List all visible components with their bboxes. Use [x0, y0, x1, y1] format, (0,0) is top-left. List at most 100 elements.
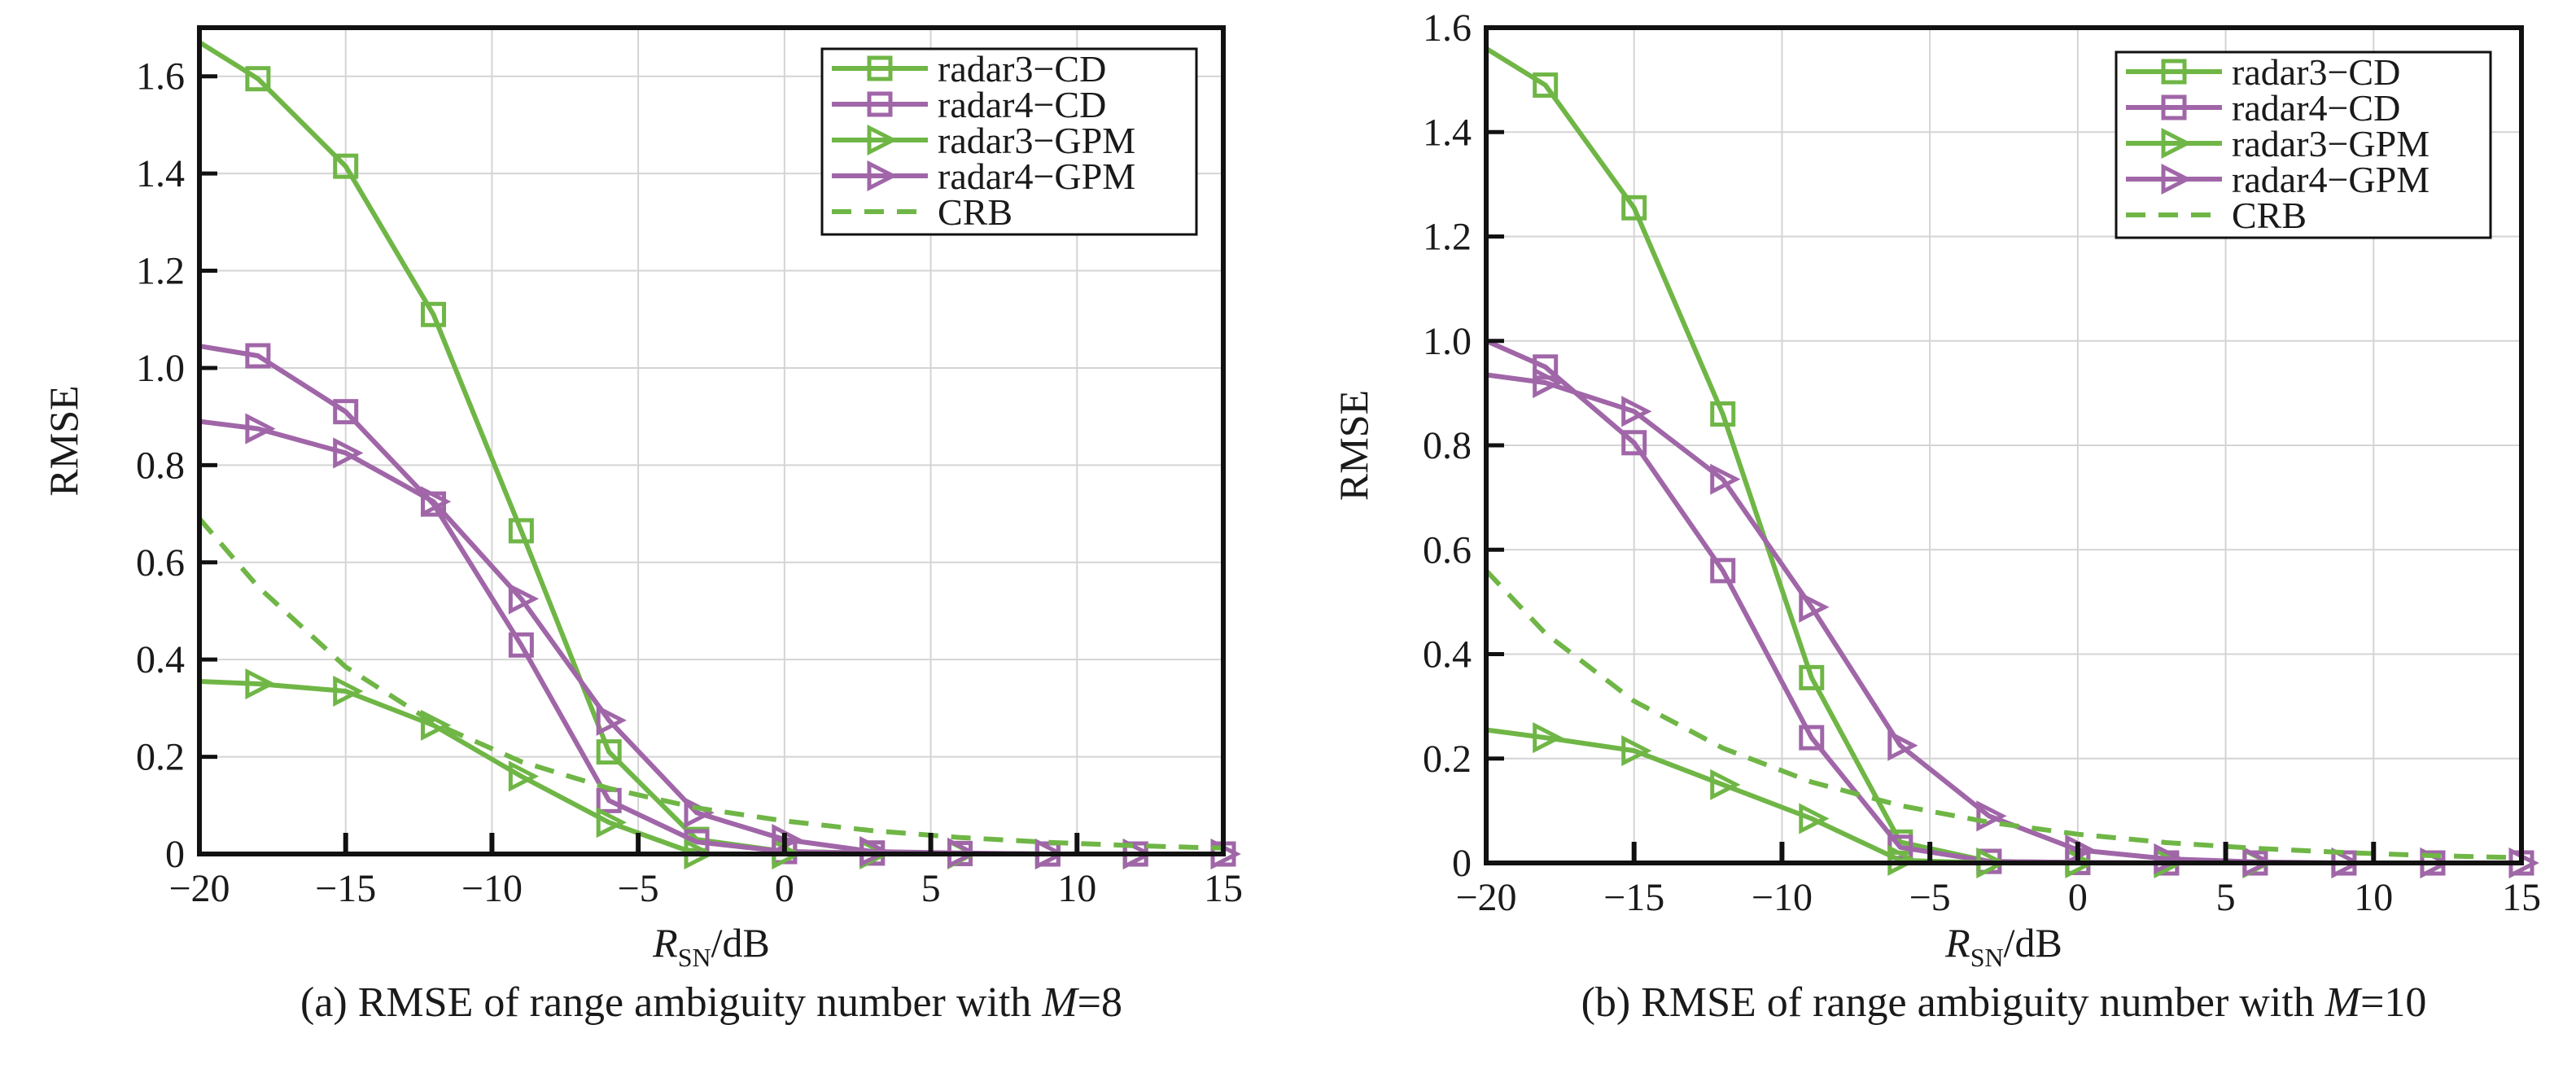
data-point: [421, 301, 447, 327]
data-point: [1533, 367, 1564, 399]
caption-eq: =10: [2360, 979, 2426, 1026]
data-point: [1710, 401, 1736, 427]
legend: radar3−CDradar4−CDradar3−GPMradar4−GPMCR…: [2115, 50, 2492, 239]
legend-label-2: radar3−GPM: [2232, 123, 2429, 164]
y-axis-label: RMSE: [41, 385, 86, 496]
y-tick-label: 1.0: [136, 347, 185, 390]
legend-marker-0: [2161, 59, 2187, 85]
data-point: [1710, 463, 1741, 495]
x-tick-label: −15: [315, 867, 376, 910]
y-tick-label: 0.8: [136, 444, 185, 487]
x-tick-label: 10: [2354, 876, 2393, 919]
y-tick-label: 0.8: [1423, 424, 1472, 467]
legend-marker-2: [867, 124, 898, 156]
caption-text: (a) RMSE of range ambiguity number with: [300, 979, 1042, 1026]
x-tick-label: −15: [1603, 876, 1664, 919]
series-line-4: [1484, 568, 2522, 861]
data-point: [1621, 396, 1652, 427]
series-line-3: [1485, 372, 2521, 865]
legend-label-1: radar4−CD: [2232, 87, 2400, 129]
data-point: [1621, 195, 1647, 221]
data-point: [596, 739, 622, 765]
data-point: [1533, 722, 1564, 754]
data-point: [1887, 729, 1918, 761]
legend-marker-2: [2161, 127, 2192, 160]
legend-marker-1: [867, 91, 893, 117]
plot-frame: [197, 25, 1226, 856]
legend-marker-1: [2161, 94, 2187, 120]
y-tick-label: 0.4: [136, 638, 185, 681]
legend-label-0: radar3−CD: [2232, 51, 2400, 93]
data-point: [421, 709, 452, 741]
y-tick-label: 1.6: [136, 55, 185, 99]
x-axis-label: RSN/dB: [1944, 920, 2062, 972]
data-point: [1799, 664, 1825, 690]
data-point: [245, 668, 276, 700]
x-tick-label: 15: [1204, 867, 1243, 910]
x-tick-label: −5: [1909, 876, 1951, 919]
data-point: [1710, 558, 1736, 584]
data-point: [333, 675, 364, 707]
x-tick-label: −10: [461, 867, 523, 910]
legend-marker-3: [867, 160, 898, 192]
data-point: [245, 66, 271, 92]
x-axis-label-sub: SN: [1970, 943, 2004, 972]
data-point: [596, 704, 627, 736]
x-axis-label: RSN/dB: [652, 920, 770, 972]
data-point: [1887, 844, 1918, 876]
y-tick-label: 1.2: [136, 250, 185, 293]
chart-panel-a: −20 −15 −10 −5 0 5 10 15 0 0.2 0.4 0.6 0.8 1.0 1.2 1.4 1…: [41, 25, 1243, 1026]
data-point: [245, 413, 276, 445]
y-tick-label: 0.2: [136, 736, 185, 779]
legend-marker-3: [2161, 163, 2192, 195]
caption-eq: =8: [1078, 979, 1122, 1026]
y-tick-label: 1.4: [1423, 111, 1472, 154]
legend-label-0: radar3−CD: [938, 48, 1106, 90]
chart-panel-b: −20 −15 −10 −5 0 5 10 15 0 0.2 0.4 0.6 0.8 1.0 1.2 1.4 1…: [1331, 7, 2541, 1026]
data-point: [1799, 725, 1825, 751]
data-point: [1621, 430, 1647, 456]
y-tick-label: 1.6: [1423, 7, 1472, 50]
x-axis-label-unit: /dB: [711, 920, 770, 966]
legend-label-3: radar4−GPM: [2232, 159, 2429, 200]
y-tick-label: 1.4: [136, 152, 185, 195]
series-line-3: [199, 418, 1223, 856]
x-tick-label: 10: [1057, 867, 1096, 910]
caption-var: M: [2325, 979, 2363, 1026]
x-tick-label: 15: [2502, 876, 2541, 919]
legend-label-4: CRB: [938, 191, 1012, 233]
data-point: [1799, 591, 1830, 623]
caption-var: M: [1041, 979, 1079, 1026]
data-point: [1799, 803, 1830, 834]
caption-text: (b) RMSE of range ambiguity number with: [1581, 979, 2325, 1026]
y-tick-label: 0.4: [1423, 633, 1472, 677]
legend-label-2: radar3−GPM: [938, 120, 1135, 161]
legend-label-4: CRB: [2232, 195, 2307, 236]
data-point: [508, 760, 540, 792]
x-tick-label: 5: [921, 867, 941, 910]
data-point: [596, 807, 627, 839]
data-point: [245, 343, 271, 369]
x-tick-label: 5: [2216, 876, 2236, 919]
x-axis-label-var: R: [1944, 920, 1970, 966]
data-point: [1533, 72, 1559, 99]
data-point: [508, 583, 540, 615]
data-point: [333, 153, 359, 179]
x-tick-label: 0: [775, 867, 794, 910]
panel-caption: (a) RMSE of range ambiguity number with …: [300, 979, 1122, 1026]
y-tick-label: 0: [165, 833, 185, 876]
x-axis-label-sub: SN: [678, 943, 711, 972]
data-point: [508, 632, 534, 658]
y-tick-label: 0.2: [1423, 738, 1472, 781]
data-point: [1976, 800, 2007, 832]
x-tick-label: 0: [2068, 876, 2088, 919]
legend: radar3−CDradar4−CDradar3−GPMradar4−GPMCR…: [820, 47, 1198, 236]
y-axis-label: RMSE: [1331, 390, 1376, 501]
y-tick-label: 0.6: [136, 541, 185, 585]
y-tick-label: 0: [1452, 842, 1472, 885]
x-tick-label: −20: [168, 867, 230, 910]
x-tick-label: −20: [1455, 876, 1516, 919]
series-line-4: [197, 517, 1224, 851]
data-point: [508, 518, 534, 544]
